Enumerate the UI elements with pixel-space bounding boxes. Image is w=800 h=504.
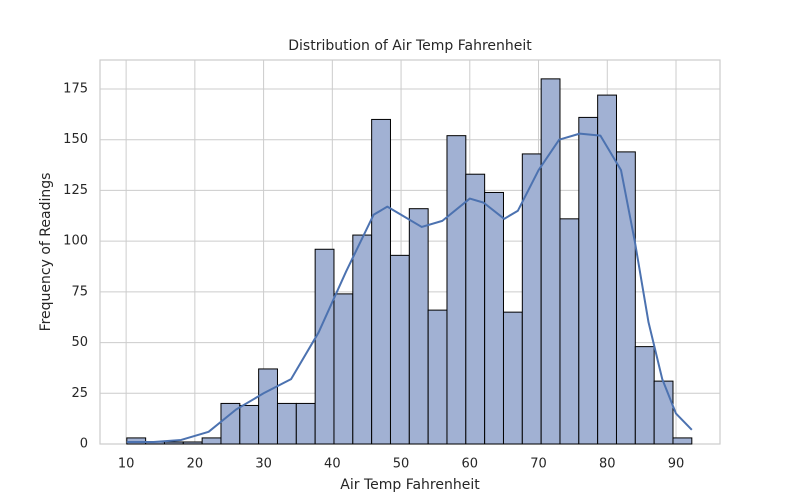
bar [126,437,147,445]
bar [578,116,599,445]
x-tick-label: 60 [462,457,479,472]
y-axis-label: Frequency of Readings [38,173,54,332]
bar [314,248,335,445]
bar [484,191,504,445]
bar [333,293,354,445]
bar [427,309,448,445]
bar [258,368,278,445]
y-tick-label: 0 [80,437,88,452]
bar [163,441,184,445]
bar [634,346,655,445]
bar [465,173,486,445]
x-tick-label: 80 [599,457,616,472]
bar [276,402,297,445]
bar [446,135,467,445]
x-tick-label: 50 [393,457,410,472]
bar [559,218,580,445]
y-tick-label: 175 [63,82,88,97]
x-tick-label: 70 [530,457,547,472]
bar [352,234,373,445]
x-tick-label: 40 [324,457,341,472]
bar [672,437,693,445]
y-tick-label: 100 [63,234,88,249]
bar [408,208,429,445]
bar [295,402,316,445]
x-tick-label: 20 [187,457,204,472]
bar [371,118,391,445]
y-tick-label: 150 [63,132,88,147]
x-tick-label: 90 [668,457,685,472]
y-tick-label: 50 [71,335,88,350]
kde-line [126,132,693,443]
y-tick-label: 75 [71,284,88,299]
bar [389,254,410,445]
bar [653,380,674,445]
bar [239,404,260,445]
chart-title: Distribution of Air Temp Fahrenheit [288,38,532,54]
bar [540,78,561,445]
x-tick-label: 10 [118,457,135,472]
y-tick-label: 125 [63,183,88,198]
x-axis-label: Air Temp Fahrenheit [340,477,480,493]
x-tick-label: 30 [255,457,272,472]
bar [182,441,203,445]
bar [502,311,523,445]
y-tick-label: 25 [71,386,88,401]
bar [201,437,222,445]
